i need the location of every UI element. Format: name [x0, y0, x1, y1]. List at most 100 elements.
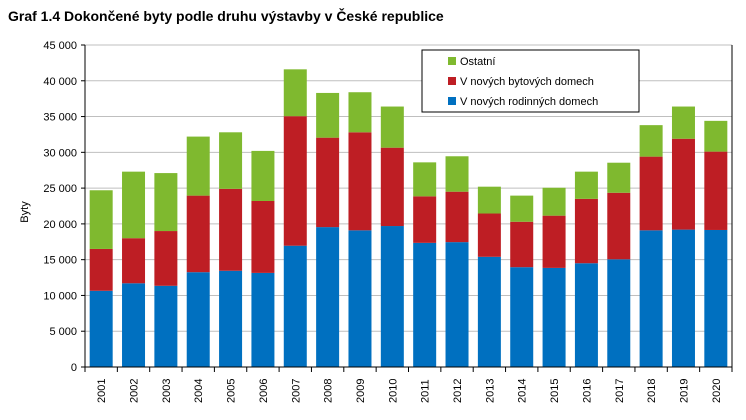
x-tick-label: 2015	[549, 379, 561, 403]
bar-segment	[574, 171, 598, 199]
bar-segment	[510, 221, 534, 268]
bar-segment	[251, 150, 275, 201]
legend-label: V nových rodinných domech	[460, 96, 598, 108]
bar-segment	[639, 156, 663, 231]
bar-segment	[219, 132, 243, 189]
chart-title: Graf 1.4 Dokončené byty podle druhu výst…	[8, 8, 444, 24]
x-tick-label: 2002	[129, 379, 141, 403]
bar-segment	[413, 196, 437, 243]
legend-box	[421, 49, 640, 113]
bar-segment	[477, 213, 501, 257]
bar-segment	[510, 195, 534, 222]
bars	[89, 69, 728, 367]
bar-segment	[251, 200, 275, 273]
bar-segment	[348, 230, 372, 367]
x-tick-label: 2001	[96, 379, 108, 403]
y-tick-label: 30 000	[43, 147, 77, 159]
y-tick-label: 20 000	[43, 219, 77, 231]
y-tick-label: 15 000	[43, 255, 77, 267]
bar-segment	[477, 256, 501, 367]
bar-segment	[89, 190, 113, 249]
legend-label: V nových bytových domech	[460, 76, 594, 88]
bar-segment	[380, 147, 404, 227]
y-tick-labels: 0 5 000 10 000 15 000 20 000 25 000 30 000 35 0…	[43, 40, 77, 374]
bar-segment	[445, 242, 469, 367]
y-tick-label: 10 000	[43, 290, 77, 302]
x-tick-label: 2012	[452, 379, 464, 403]
legend-swatch	[448, 77, 456, 85]
legend-swatch	[448, 57, 456, 65]
x-tick-label: 2016	[581, 379, 593, 403]
bar-segment	[542, 267, 566, 367]
bar-segment	[316, 92, 340, 138]
bar-segment	[413, 242, 437, 367]
bar-segment	[283, 69, 307, 117]
bar-segment	[89, 248, 113, 291]
x-tick-label: 2009	[355, 379, 367, 403]
axes	[81, 44, 733, 372]
y-tick-label: 0	[71, 362, 77, 374]
bar-segment	[251, 272, 275, 367]
x-tick-label: 2020	[711, 379, 723, 403]
bar-segment	[704, 120, 728, 152]
bar-segment	[445, 156, 469, 192]
bar-segment	[219, 270, 243, 367]
bar-segment	[154, 285, 178, 367]
x-tick-label: 2010	[387, 379, 399, 403]
x-tick-label: 2018	[646, 379, 658, 403]
bar-segment	[413, 162, 437, 197]
legend-label: Ostatní	[460, 56, 495, 68]
bar-segment	[704, 151, 728, 230]
bar-segment	[510, 267, 534, 367]
bar-segment	[219, 188, 243, 271]
bar-segment	[186, 136, 210, 196]
bar-segment	[607, 162, 631, 193]
bar-segment	[186, 272, 210, 367]
y-axis-label: Byty	[19, 201, 31, 223]
bar-segment	[542, 187, 566, 216]
bar-segment	[380, 106, 404, 148]
bar-segment	[122, 238, 146, 284]
legend-swatch	[448, 97, 456, 105]
bar-segment	[186, 195, 210, 273]
bar-segment	[639, 230, 663, 367]
bar-segment	[89, 290, 113, 367]
bar-segment	[154, 231, 178, 286]
bar-segment	[607, 192, 631, 260]
x-tick-label: 2004	[193, 379, 205, 403]
y-tick-label: 25 000	[43, 183, 77, 195]
bar-segment	[574, 263, 598, 367]
bar-segment	[445, 191, 469, 243]
x-tick-label: 2003	[161, 379, 173, 403]
bar-segment	[574, 198, 598, 264]
y-tick-label: 45 000	[43, 40, 77, 52]
bar-segment	[316, 137, 340, 228]
x-tick-label: 2007	[290, 379, 302, 403]
y-tick-label: 40 000	[43, 76, 77, 88]
bar-segment	[671, 229, 695, 367]
x-tick-label: 2017	[614, 379, 626, 403]
bar-segment	[122, 171, 146, 239]
bar-segment	[283, 245, 307, 367]
bar-segment	[607, 259, 631, 367]
bar-segment	[283, 116, 307, 246]
x-tick-label: 2005	[226, 379, 238, 403]
y-tick-label: 35 000	[43, 112, 77, 124]
x-tick-label: 2006	[258, 379, 270, 403]
x-tick-label: 2011	[420, 379, 432, 403]
bar-segment	[380, 226, 404, 367]
bar-segment	[122, 283, 146, 367]
bar-segment	[639, 125, 663, 157]
bar-segment	[542, 215, 566, 268]
y-tick-label: 5 000	[49, 326, 77, 338]
bar-segment	[348, 132, 372, 231]
x-tick-label: 2013	[484, 379, 496, 403]
bar-segment	[671, 138, 695, 230]
bar-segment	[154, 173, 178, 232]
bar-segment	[348, 92, 372, 133]
legend: Ostatní V nových bytových domech V nových …	[421, 49, 640, 113]
x-tick-label: 2014	[517, 379, 529, 403]
x-tick-label: 2008	[323, 379, 335, 403]
x-tick-label: 2019	[678, 379, 690, 403]
